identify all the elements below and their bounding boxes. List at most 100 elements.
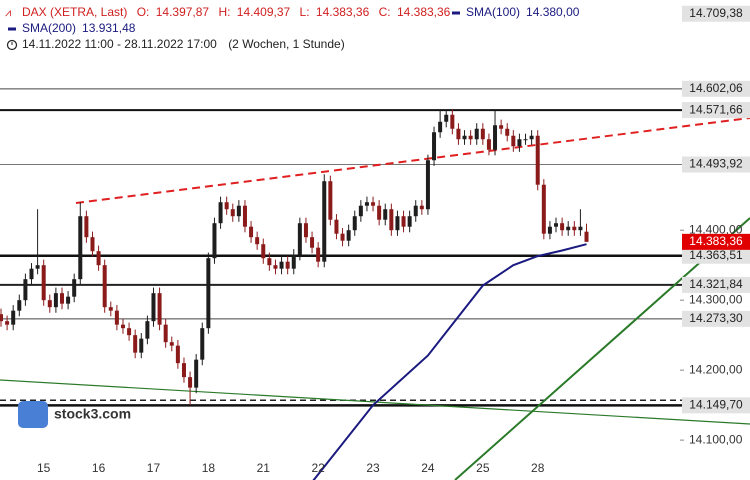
last-price-label: 14.383,36 xyxy=(689,234,743,248)
candle-body xyxy=(450,114,455,129)
level-label: 14.273,30 xyxy=(689,311,743,325)
candle-body xyxy=(517,139,522,147)
period: 14.11.2022 11:00 - 28.11.2022 17:00 xyxy=(22,37,217,51)
level-label: 14.493,92 xyxy=(689,157,743,171)
candle-body xyxy=(53,293,58,308)
candle-body xyxy=(547,226,552,234)
icon: ⩘ xyxy=(5,7,11,19)
period-line: 14.11.2022 11:00 - 28.11.2022 17:00 (2 W… xyxy=(22,37,345,51)
candle-body xyxy=(297,223,302,255)
candle-body xyxy=(554,223,559,227)
candle-body xyxy=(249,226,254,238)
candle-body xyxy=(462,135,467,140)
x-tick-label: 22 xyxy=(311,461,325,475)
candle-body xyxy=(169,342,174,346)
candle-body xyxy=(35,265,40,269)
candle-body xyxy=(322,181,327,262)
candle-body xyxy=(90,237,95,252)
ohlc-label: C: xyxy=(379,5,391,19)
candle-body xyxy=(316,247,321,262)
candle-body xyxy=(413,205,418,217)
sma-line xyxy=(312,243,587,480)
trend-line xyxy=(0,379,750,425)
candle-body xyxy=(72,279,77,297)
candle-body xyxy=(267,258,272,266)
candle-body xyxy=(114,310,119,325)
level-label-box xyxy=(682,247,750,264)
level-label: 14.321,84 xyxy=(689,277,743,291)
clock-icon xyxy=(6,39,18,51)
candle-body xyxy=(377,205,382,220)
plot xyxy=(0,109,589,480)
candle-body xyxy=(346,230,351,241)
legend-entry: SMA(100) 14.380,00 xyxy=(466,5,580,19)
candle-body xyxy=(535,135,540,185)
y-tick-label: 14.400,00 xyxy=(689,222,743,236)
x-tick-label: 23 xyxy=(366,461,380,475)
x-tick-label: 15 xyxy=(37,461,51,475)
candle-body xyxy=(419,205,424,210)
candle-body xyxy=(0,314,3,322)
candle-body xyxy=(486,139,491,150)
candle-body xyxy=(291,254,296,269)
axis: 14.400,00 14.300,00 14.200,00 14.100,00 14.7… xyxy=(37,5,750,475)
candle-body xyxy=(407,216,412,227)
level-label-box xyxy=(682,397,750,414)
candle-body xyxy=(145,321,150,339)
candle-body xyxy=(41,265,46,301)
candle-body xyxy=(163,324,168,343)
candle-body xyxy=(175,345,180,364)
candle-body xyxy=(358,205,363,217)
candle-body xyxy=(255,237,260,245)
header: ⩘ DAX (XETRA, Last) O: 14.397,87 H: 14.4… xyxy=(5,5,580,51)
candle-body xyxy=(432,132,437,161)
candle-body xyxy=(120,324,125,329)
logo-icon xyxy=(18,401,48,428)
ohlc-label: L: xyxy=(300,5,310,19)
candle-body xyxy=(230,209,235,217)
candle-body xyxy=(206,258,211,329)
candle-body xyxy=(102,265,107,308)
level-label-box xyxy=(682,276,750,293)
candle-body xyxy=(11,310,16,325)
candle-body xyxy=(242,205,247,227)
candle-body xyxy=(505,128,510,136)
candle-body xyxy=(200,328,205,360)
candle-body xyxy=(468,135,473,140)
candle-body xyxy=(401,216,406,227)
candle-body xyxy=(236,205,241,217)
candle-body xyxy=(395,216,400,231)
candle-body xyxy=(480,128,485,140)
x-tick-label: 24 xyxy=(421,461,435,475)
instrument-line: DAX (XETRA, Last) O: 14.397,87 H: 14.409… xyxy=(22,5,451,19)
candle-body xyxy=(529,135,534,140)
candle-body xyxy=(444,114,449,122)
ohlc-label: H: xyxy=(218,5,230,19)
candle-body xyxy=(151,293,156,322)
candle-body xyxy=(279,261,284,269)
candle-body xyxy=(383,209,388,220)
candle-body xyxy=(438,121,443,133)
candle-body xyxy=(133,335,138,353)
level-label: 14.363,51 xyxy=(689,248,743,262)
candle-body xyxy=(389,209,394,231)
instrument: DAX (XETRA, Last) xyxy=(22,5,127,19)
level-label-box xyxy=(682,156,750,173)
candle-body xyxy=(541,184,546,234)
candle-body xyxy=(194,359,199,388)
candle-body xyxy=(212,223,217,259)
x-tick-label: 21 xyxy=(257,461,271,475)
candle-body xyxy=(157,293,162,325)
candle-body xyxy=(23,279,28,301)
candle-body xyxy=(181,363,186,378)
x-tick-label: 17 xyxy=(147,461,161,475)
candle-body xyxy=(456,128,461,140)
candle-body xyxy=(218,202,223,224)
ohlc-value: 14.383,36 xyxy=(397,5,451,19)
candle-body xyxy=(499,125,504,129)
ohlc-label: O: xyxy=(137,5,150,19)
level-label-box xyxy=(682,102,750,119)
period-note: (2 Wochen, 1 Stunde) xyxy=(228,37,345,51)
level-label-box xyxy=(682,5,750,22)
